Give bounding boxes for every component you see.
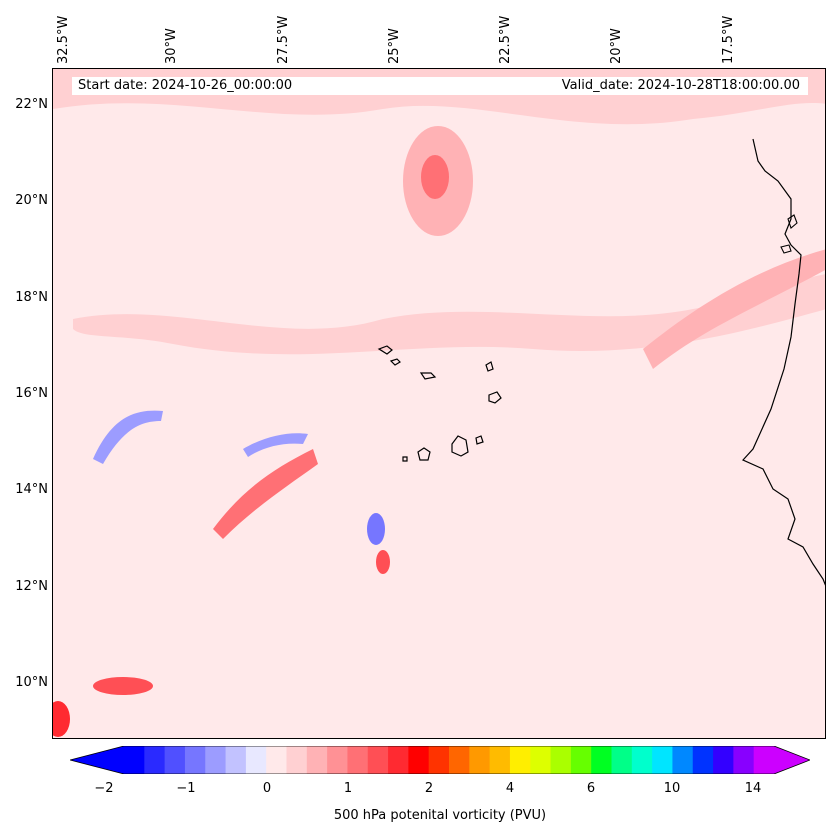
colorbar-segment	[489, 746, 511, 774]
colorbar-segment	[347, 746, 369, 774]
colorbar-segment	[733, 746, 755, 774]
colorbar-segment	[591, 746, 612, 774]
pv-pos-cell	[376, 550, 390, 574]
colorbar-segment	[184, 746, 206, 774]
cb-tick-1: 1	[343, 781, 353, 796]
colorbar-segment	[327, 746, 348, 774]
lat-label-18n: 18°N	[15, 290, 48, 305]
colorbar-segment	[245, 746, 267, 774]
lat-label-20n: 20°N	[15, 193, 48, 208]
lat-label-22n: 22°N	[15, 97, 48, 112]
cb-tick-14: 14	[744, 781, 762, 796]
colorbar-segment	[652, 746, 673, 774]
pv-neg-cell	[367, 513, 385, 545]
lon-label-27-5w: 27.5°W	[276, 15, 291, 64]
cb-tick-neg2: −2	[94, 781, 114, 796]
pv-band-mid	[73, 274, 825, 355]
colorbar-segment	[570, 746, 592, 774]
colorbar-segment	[449, 746, 470, 774]
pv-field-map	[53, 69, 825, 738]
lon-label-20w: 20°W	[609, 28, 624, 64]
colorbar-segment	[469, 746, 491, 774]
pv-pos-south	[93, 677, 153, 695]
colorbar-segment	[530, 746, 552, 774]
pv-pos-corner	[53, 701, 70, 737]
cape-verde-islands	[377, 345, 502, 462]
colorbar-label: 500 hPa potenital vorticity (PVU)	[333, 808, 547, 823]
cb-tick-2: 2	[424, 781, 434, 796]
cb-tick-6: 6	[586, 781, 596, 796]
cb-tick-neg1: −1	[176, 781, 196, 796]
lon-label-22-5w: 22.5°W	[498, 15, 513, 64]
lat-label-16n: 16°N	[15, 386, 48, 401]
colorbar-over-arrow	[774, 746, 810, 774]
pv-filament-neg-2	[93, 410, 163, 464]
colorbar-segment	[408, 746, 430, 774]
lon-label-30w: 30°W	[164, 28, 179, 64]
lat-label-10n: 10°N	[15, 675, 48, 690]
canary-coastline	[780, 214, 798, 254]
cb-tick-4: 4	[505, 781, 515, 796]
colorbar	[70, 746, 810, 774]
colorbar-segment	[713, 746, 734, 774]
colorbar-segment	[509, 746, 531, 774]
colorbar-segment	[428, 746, 450, 774]
lon-label-32-5w: 32.5°W	[56, 15, 71, 64]
colorbar-segment	[164, 746, 186, 774]
africa-coastline	[742, 138, 825, 586]
colorbar-segment	[144, 746, 166, 774]
colorbar-segment	[672, 746, 694, 774]
lat-label-14n: 14°N	[15, 482, 48, 497]
map-panel	[52, 68, 826, 739]
pv-filament-1	[213, 449, 318, 539]
colorbar-segment	[631, 746, 653, 774]
colorbar-segment	[367, 746, 389, 774]
colorbar-segment	[286, 746, 308, 774]
lat-label-12n: 12°N	[15, 579, 48, 594]
colorbar-segment	[205, 746, 227, 774]
start-date-text: Start date: 2024-10-26_00:00:00	[78, 78, 293, 93]
pv-core-north	[421, 155, 449, 199]
date-header-box	[72, 77, 808, 95]
colorbar-segment	[306, 746, 328, 774]
cb-tick-10: 10	[663, 781, 681, 796]
colorbar-segment	[266, 746, 287, 774]
colorbar-segment	[225, 746, 247, 774]
pv-filament-neg-1	[243, 433, 308, 457]
colorbar-segment	[611, 746, 633, 774]
cb-tick-0: 0	[262, 781, 272, 796]
colorbar-segment	[692, 746, 714, 774]
valid-date-text: Valid_date: 2024-10-28T18:00:00.00	[561, 78, 800, 93]
pv-band-diag	[643, 249, 825, 369]
colorbar-segment	[753, 746, 775, 774]
colorbar-segment	[550, 746, 572, 774]
colorbar-segment	[124, 746, 145, 774]
colorbar-segment	[388, 746, 409, 774]
colorbar-under-arrow	[70, 746, 124, 774]
lon-label-25w: 25°W	[387, 28, 402, 64]
lon-label-17-5w: 17.5°W	[721, 15, 736, 64]
